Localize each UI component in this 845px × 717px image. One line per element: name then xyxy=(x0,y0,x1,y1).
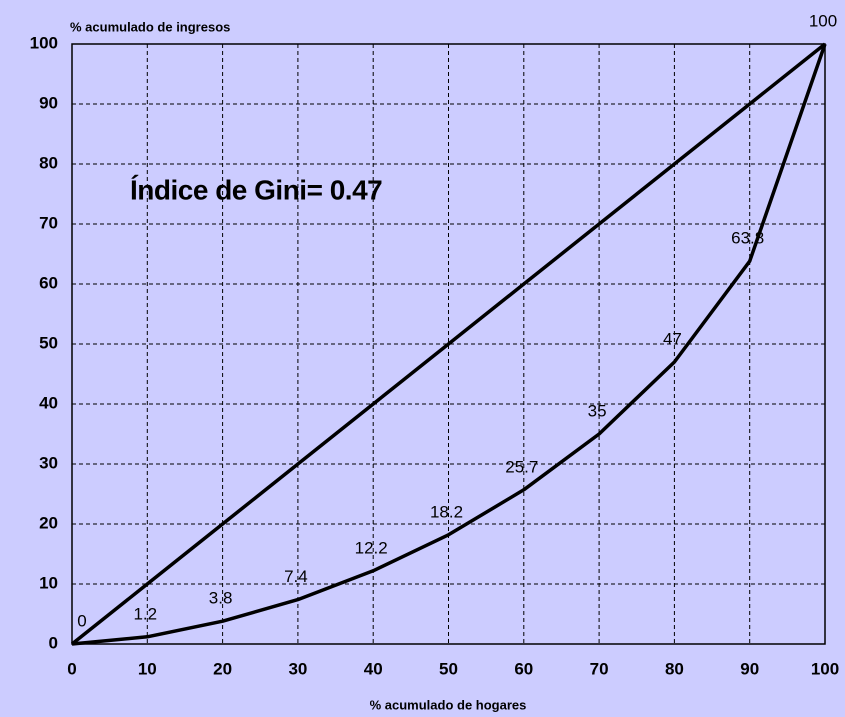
y-tick-label: 30 xyxy=(39,453,58,472)
y-axis-label: % acumulado de ingresos xyxy=(70,19,230,34)
x-tick-label: 40 xyxy=(364,659,383,678)
data-label: 25.7 xyxy=(505,457,538,476)
data-label: 7.4 xyxy=(284,567,308,586)
x-tick-label: 60 xyxy=(514,659,533,678)
y-tick-label: 100 xyxy=(30,33,58,52)
x-tick-label: 90 xyxy=(740,659,759,678)
x-tick-label: 30 xyxy=(288,659,307,678)
y-tick-label: 20 xyxy=(39,513,58,532)
line xyxy=(70,42,827,646)
annotation: Índice de Gini= 0.47 xyxy=(130,174,382,205)
data-label: 100 xyxy=(809,11,837,30)
y-tick-label: 50 xyxy=(39,333,58,352)
plot-frame xyxy=(71,43,826,645)
data-label: 35 xyxy=(588,401,607,420)
data-label: 47 xyxy=(663,329,682,348)
data-label: 18.2 xyxy=(430,502,463,521)
x-tick-label: 100 xyxy=(811,659,839,678)
x-tick-label: 70 xyxy=(590,659,609,678)
data-label: 12.2 xyxy=(355,538,388,557)
x-tick-label: 50 xyxy=(439,659,458,678)
y-tick-label: 80 xyxy=(39,153,58,172)
x-tick-label: 0 xyxy=(67,659,76,678)
y-tick-label: 10 xyxy=(39,573,58,592)
data-label: 1.2 xyxy=(133,604,157,623)
y-tick-label: 90 xyxy=(39,93,58,112)
data-label: 0 xyxy=(77,611,86,630)
y-tick-label: 70 xyxy=(39,213,58,232)
data-label: 3.8 xyxy=(209,589,233,608)
x-axis-label: % acumulado de hogares xyxy=(370,697,527,712)
x-tick-label: 80 xyxy=(665,659,684,678)
y-tick-label: 0 xyxy=(49,633,58,652)
line xyxy=(71,43,827,646)
x-tick-label: 20 xyxy=(213,659,232,678)
x-tick-label: 10 xyxy=(138,659,157,678)
data-label: 63.8 xyxy=(731,229,764,248)
y-tick-label: 60 xyxy=(39,273,58,292)
y-tick-label: 40 xyxy=(39,393,58,412)
